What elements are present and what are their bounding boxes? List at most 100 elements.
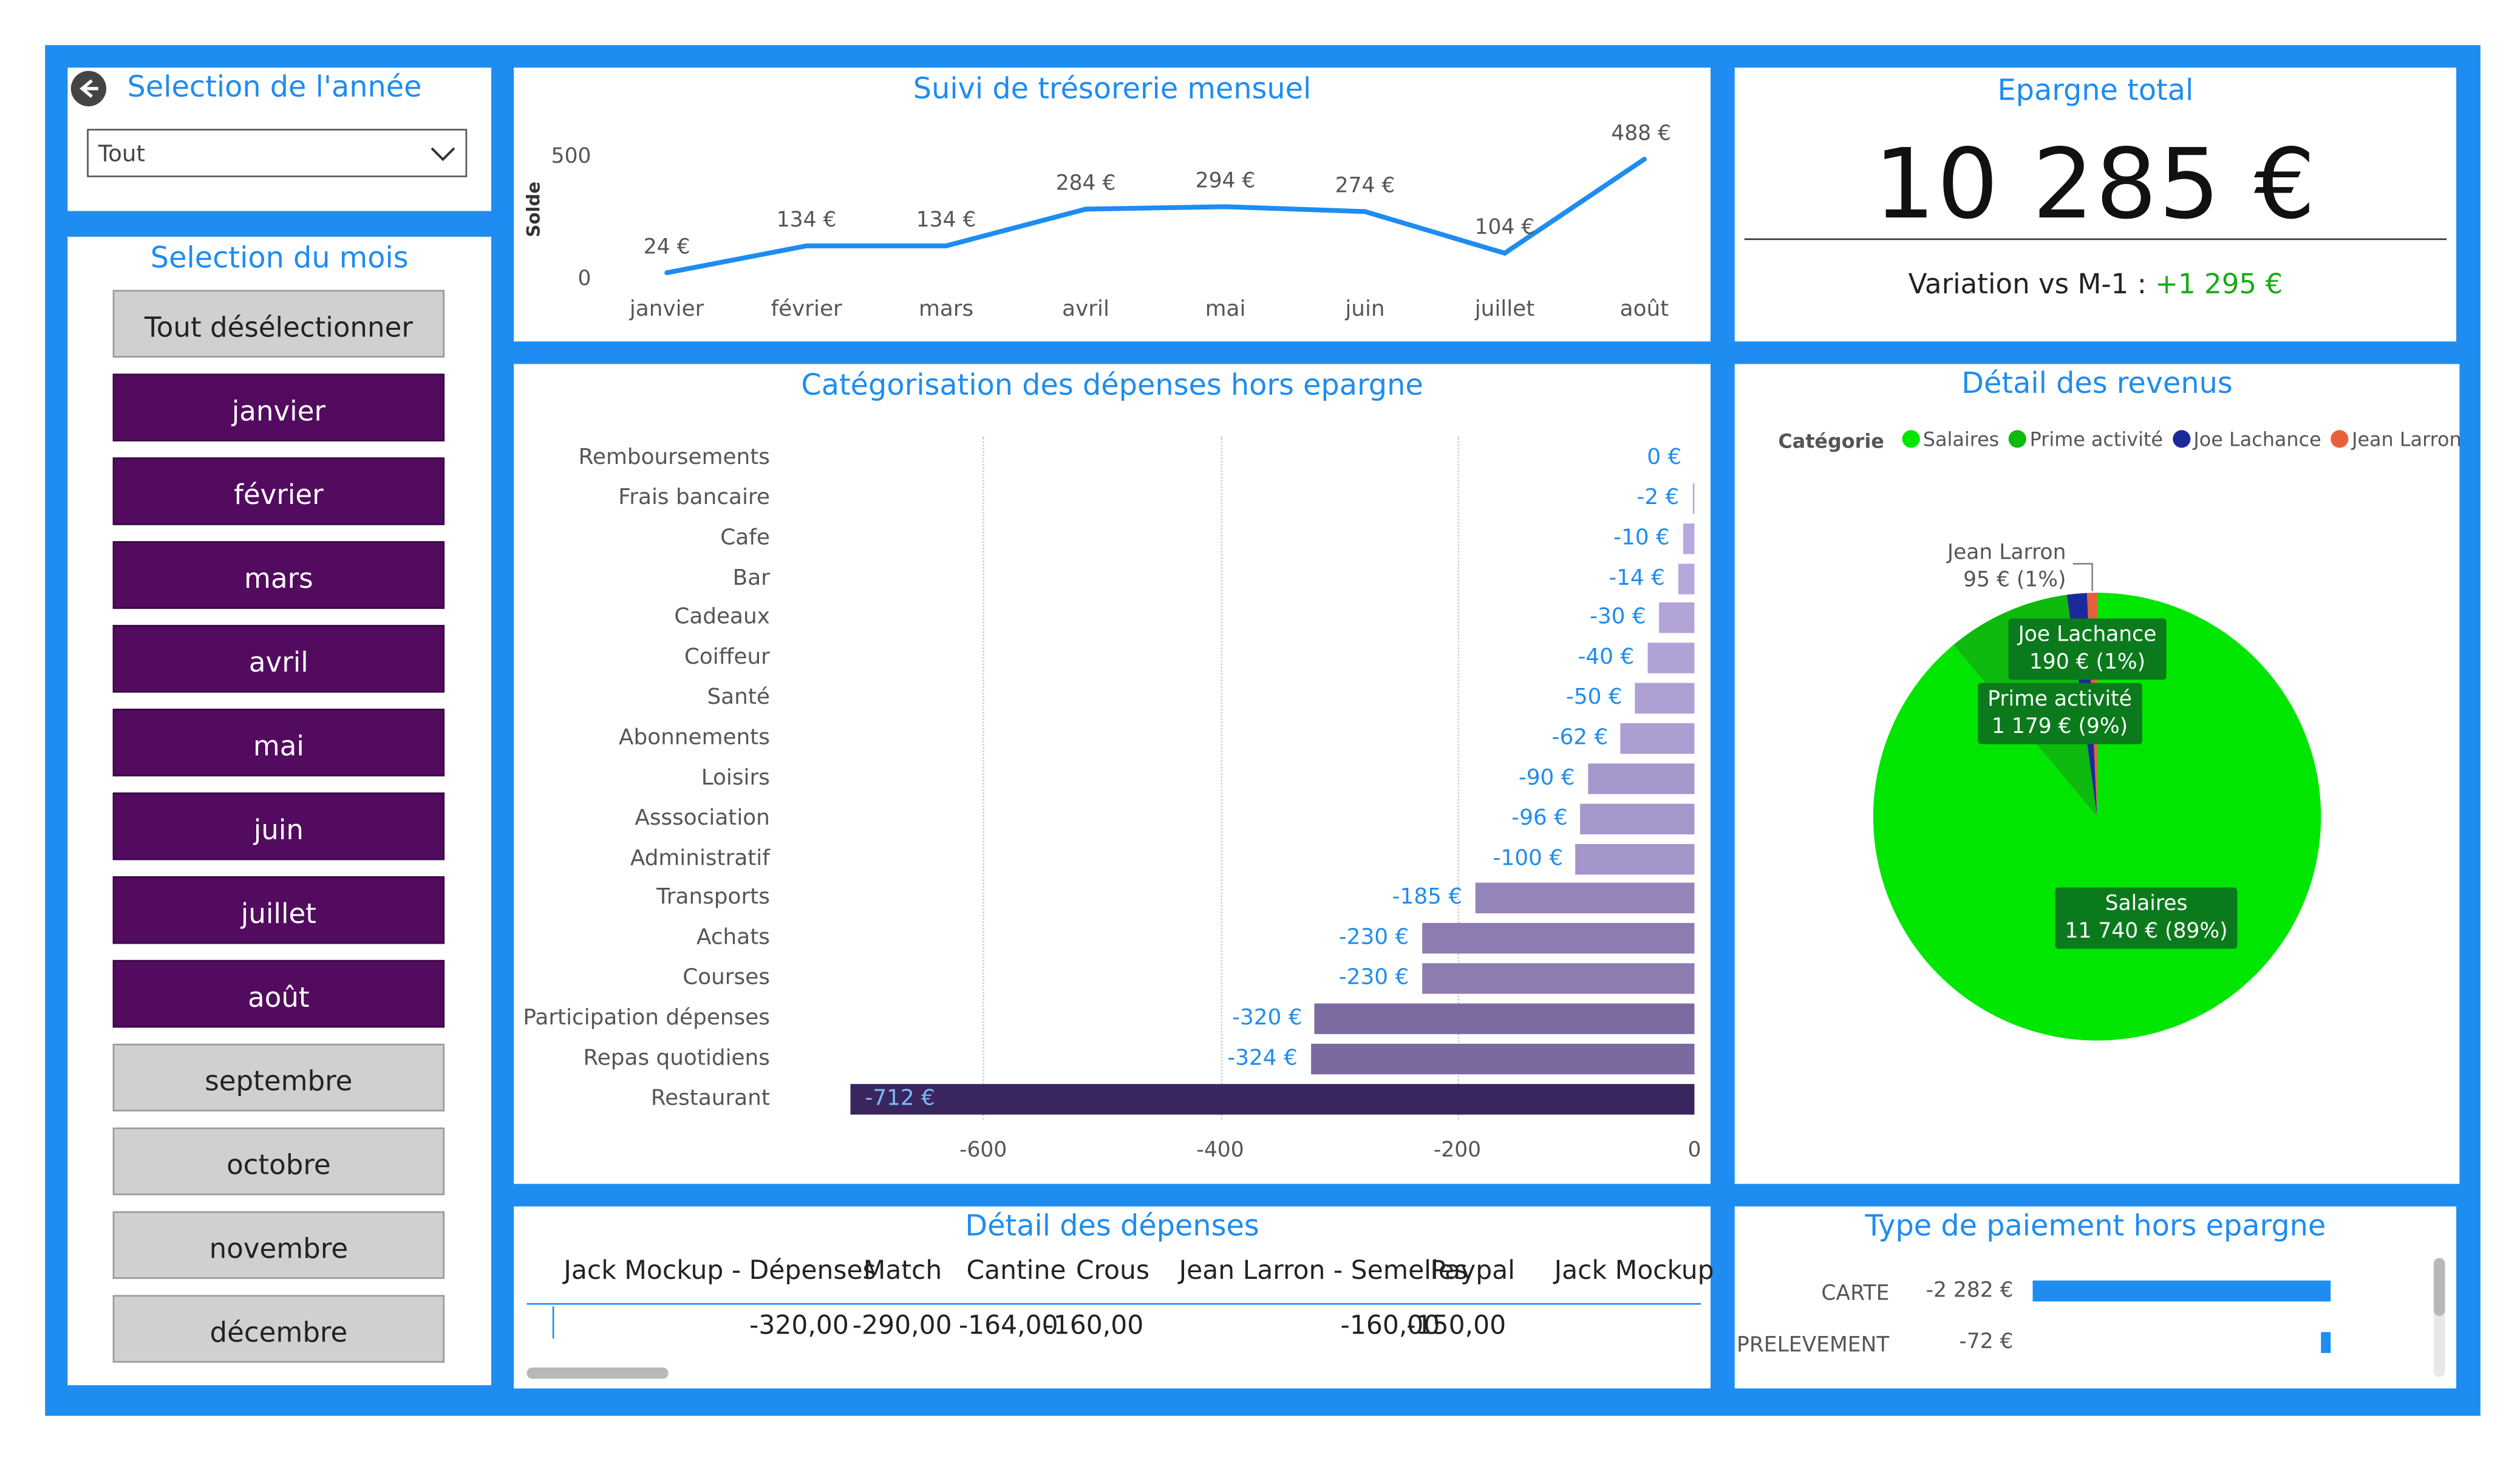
table-column-header[interactable]: Jack Mockup — [1554, 1255, 1714, 1286]
payment-panel: Type de paiement hors epargne CARTE -2 28… — [1734, 1206, 2457, 1389]
bar-data-label: -96 € — [1511, 805, 1568, 831]
expense-bar[interactable] — [1682, 523, 1695, 554]
expense-bar[interactable] — [1621, 723, 1695, 754]
grid-line — [1457, 436, 1459, 1120]
expense-bar[interactable] — [1576, 843, 1695, 874]
savings-value: 10 285 € — [1873, 129, 2317, 242]
table-header-divider — [526, 1303, 1701, 1305]
pie-data-label: Jean Larron 95 € (1%) — [1938, 536, 2076, 598]
expense-bar[interactable] — [1310, 1043, 1695, 1074]
pie-label-name: Joe Lachance — [2018, 623, 2157, 648]
expenses-title: Catégorisation des dépenses hors epargne — [801, 369, 1423, 403]
bar-category-label: Abonnements — [619, 724, 770, 751]
legend-label: Salaires — [1922, 428, 2000, 451]
bar-category-label: Asssociation — [635, 805, 770, 831]
expense-bar[interactable] — [1315, 1003, 1695, 1034]
expense-bar[interactable] — [1647, 643, 1695, 674]
bar-category-label: Santé — [707, 684, 770, 711]
line-data-label: 134 € — [916, 208, 976, 232]
bar-category-label: Remboursements — [578, 445, 770, 471]
month-button-9[interactable]: octobre — [112, 1127, 445, 1196]
x-tick-label: -400 — [1196, 1139, 1244, 1163]
month-button-0[interactable]: janvier — [112, 373, 445, 441]
table-column-header[interactable]: Paypal — [1430, 1255, 1515, 1286]
expense-bar[interactable] — [1635, 683, 1695, 714]
payment-category-label: CARTE — [1821, 1282, 1890, 1307]
table-cell: -290,00 — [852, 1309, 952, 1340]
treasury-line-chart: Solde 0 500 24 € janvier 134 € février 134 € mar… — [523, 121, 1671, 321]
table-column-header[interactable]: Match — [863, 1255, 942, 1286]
payment-bar[interactable] — [2032, 1280, 2331, 1302]
line-data-label: 274 € — [1335, 174, 1395, 198]
year-dropdown[interactable]: Tout — [87, 129, 468, 177]
table-column-header[interactable]: Jack Mockup - Dépenses — [564, 1255, 876, 1286]
table-column-header[interactable]: Cantine — [966, 1255, 1066, 1286]
treasury-panel: Suivi de trésorerie mensuel Solde 0 500 24 … — [514, 67, 1711, 342]
month-button-1[interactable]: février — [112, 457, 445, 525]
bar-data-label: -30 € — [1589, 604, 1646, 631]
payment-data-label: -2 282 € — [1926, 1279, 2014, 1303]
table-cell: -150,00 — [1406, 1309, 1507, 1340]
payment-bar[interactable] — [2321, 1332, 2331, 1354]
month-button-11[interactable]: décembre — [112, 1295, 445, 1363]
bar-data-label: -50 € — [1565, 684, 1623, 711]
legend-item[interactable]: Prime activité — [2009, 428, 2163, 450]
savings-title: Epargne total — [1997, 74, 2194, 108]
pie-label-value: 1 179 € (9%) — [1991, 715, 2128, 740]
legend-dot — [2172, 430, 2191, 448]
month-button-2[interactable]: mars — [112, 541, 445, 609]
month-button-10[interactable]: novembre — [112, 1211, 445, 1279]
month-button-3[interactable]: avril — [112, 625, 445, 693]
year-filter-panel: Selection de l'année Tout — [67, 67, 492, 211]
pie-data-label: Salaires 11 740 € (89%) — [2055, 887, 2238, 949]
table-column-header[interactable]: Jean Larron - Semelles — [1179, 1255, 1468, 1286]
savings-panel: Epargne total 10 285 € Variation vs M-1 … — [1734, 67, 2457, 342]
table-column-header[interactable]: Crous — [1075, 1255, 1150, 1286]
x-tick-label: juin — [1344, 296, 1384, 321]
expense-bar[interactable] — [1587, 763, 1695, 794]
month-button-6[interactable]: juillet — [112, 876, 445, 944]
legend-item[interactable]: Jean Larron — [2331, 428, 2462, 450]
expense-bar[interactable] — [1422, 963, 1695, 994]
expense-bar[interactable] — [1692, 483, 1695, 514]
legend-label: Prime activité — [2029, 428, 2164, 451]
revenue-panel: Détail des revenus Catégorie Salaires Pri… — [1734, 364, 2462, 1184]
line-data-label: 104 € — [1475, 215, 1535, 239]
month-button-4[interactable]: mai — [112, 709, 445, 777]
x-tick-label: mars — [919, 296, 973, 321]
month-button-5[interactable]: juin — [112, 792, 445, 860]
expense-bar[interactable] — [1475, 883, 1695, 914]
legend-label: Joe Lachance — [2193, 428, 2321, 451]
x-tick-label: janvier — [629, 296, 704, 321]
bar-data-label: -100 € — [1493, 845, 1564, 871]
payment-bar-chart: CARTE -2 282 € PRELEVEMENT -72 € — [1735, 1207, 2456, 1389]
bar-category-label: Loisirs — [701, 765, 770, 791]
vertical-scrollbar-thumb[interactable] — [2433, 1258, 2445, 1317]
pie-data-label: Prime activité 1 179 € (9%) — [1978, 683, 2142, 744]
y-axis-label: Solde — [523, 182, 544, 237]
bar-data-label: -62 € — [1551, 724, 1609, 751]
expense-bar[interactable] — [850, 1083, 1695, 1114]
expense-bar[interactable] — [1678, 563, 1695, 594]
table-cell: -164,00 — [958, 1309, 1058, 1340]
month-button-7[interactable]: août — [112, 959, 445, 1028]
horizontal-scrollbar[interactable] — [526, 1367, 669, 1379]
variation-label: Variation vs M-1 : — [1908, 268, 2147, 302]
clear-selection-button[interactable]: Tout désélectionner — [112, 290, 445, 358]
line-point — [1223, 204, 1228, 210]
back-arrow-icon[interactable] — [70, 70, 107, 107]
vertical-scrollbar[interactable] — [2433, 1258, 2445, 1377]
pie-label-value: 95 € (1%) — [1963, 568, 2066, 593]
chevron-down-icon — [431, 147, 455, 162]
expense-bar[interactable] — [1581, 803, 1695, 834]
month-button-8[interactable]: septembre — [112, 1043, 445, 1112]
y-tick-label: 500 — [551, 144, 591, 168]
line-data-label: 294 € — [1196, 169, 1256, 193]
legend-item[interactable]: Salaires — [1902, 428, 1999, 450]
table-cursor-marker — [552, 1306, 554, 1339]
legend-item[interactable]: Joe Lachance — [2172, 428, 2321, 451]
pie-label-value: 190 € (1%) — [2029, 650, 2146, 675]
legend-dot — [2009, 430, 2027, 448]
expense-bar[interactable] — [1658, 603, 1695, 634]
expense-bar[interactable] — [1422, 923, 1695, 954]
